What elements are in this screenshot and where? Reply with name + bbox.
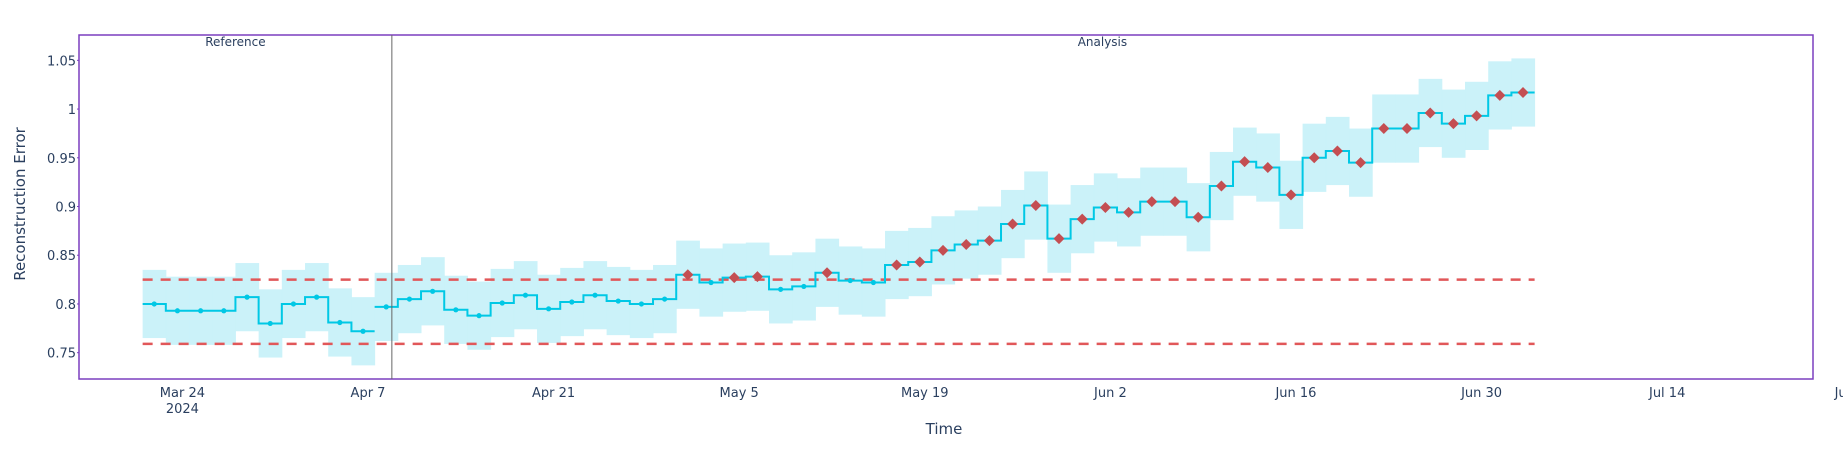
data-point-reference-4 [244, 294, 250, 300]
alert-marker-analysis-46 [1447, 118, 1459, 130]
alert-marker-analysis-48 [1494, 89, 1506, 101]
threshold-lines [142, 278, 1535, 346]
data-point-reference-3 [221, 308, 227, 314]
alert-marker-analysis-22 [891, 259, 903, 271]
period-label-analysis: Analysis [1078, 35, 1127, 49]
alert-marker-analysis-31 [1099, 201, 1111, 213]
data-point-analysis-17 [778, 286, 784, 292]
alert-marker-analysis-30 [1076, 213, 1088, 225]
alert-marker-analysis-49 [1517, 86, 1529, 98]
x-tick-label-7: Jun 30 [1460, 386, 1502, 401]
x-tick-label-3: May 5 [720, 386, 759, 401]
alert-marker-analysis-29 [1053, 233, 1065, 245]
data-point-reference-1 [174, 308, 181, 314]
alert-marker-analysis-16 [751, 271, 763, 283]
alert-marker-analysis-19 [821, 267, 833, 279]
x-tick-label-8: Jul 14 [1648, 386, 1685, 401]
y-tick-label-1: 0.8 [55, 298, 76, 313]
alert-marker-analysis-28 [1030, 200, 1042, 212]
data-point-reference-8 [337, 319, 343, 326]
alert-marker-analysis-15 [728, 272, 740, 284]
data-point-analysis-10 [615, 298, 621, 304]
y-tick-label-3: 0.9 [55, 201, 76, 216]
confidence-bands [142, 58, 1536, 366]
data-point-analysis-4 [476, 313, 482, 319]
data-point-analysis-18 [801, 283, 807, 290]
period-label-reference: Reference [205, 35, 265, 49]
data-point-analysis-5 [499, 300, 505, 306]
data-point-analysis-1 [406, 296, 413, 302]
period-labels: Reference Analysis [205, 35, 1127, 49]
data-point-reference-9 [360, 328, 366, 334]
data-point-reference-5 [267, 320, 273, 327]
alert-marker-analysis-42 [1355, 157, 1367, 169]
data-point-reference-0 [151, 301, 157, 307]
y-tick-label-5: 1 [68, 103, 76, 118]
y-tick-label-2: 0.85 [47, 249, 76, 264]
data-point-analysis-7 [546, 306, 552, 312]
x-tick-label-4: May 19 [901, 386, 949, 401]
x-tick-label-2: Apr 21 [532, 386, 575, 401]
data-point-reference-7 [314, 294, 320, 300]
y-tick-label-6: 1.05 [47, 54, 76, 69]
data-point-analysis-9 [592, 292, 598, 298]
y-tick-label-4: 0.95 [47, 152, 76, 167]
alert-marker-analysis-38 [1262, 162, 1274, 174]
alert-marker-analysis-25 [960, 239, 972, 251]
x-tick-label-5: Jun 2 [1093, 386, 1127, 401]
alert-marker-analysis-36 [1215, 180, 1227, 192]
alert-marker-analysis-34 [1169, 196, 1181, 208]
y-tick-label-0: 0.75 [47, 347, 76, 362]
alert-marker-analysis-26 [983, 235, 995, 247]
x-axis-title: Time [925, 420, 963, 438]
alert-marker-analysis-47 [1471, 110, 1483, 122]
alert-marker-analysis-27 [1007, 218, 1019, 230]
alert-marker-analysis-45 [1424, 107, 1436, 119]
data-point-analysis-11 [638, 301, 645, 307]
x-tick-label-9: Jul 28 [1834, 386, 1843, 401]
alert-marker-analysis-13 [682, 269, 694, 281]
y-axis-ticks: 0.75 0.8 0.85 0.9 0.95 1 1.05 [47, 54, 79, 362]
alert-marker-analysis-23 [914, 256, 926, 268]
alert-marker-analysis-33 [1146, 196, 1158, 208]
alert-marker-analysis-44 [1401, 123, 1413, 135]
data-point-reference-2 [198, 308, 204, 314]
alert-marker-analysis-43 [1378, 123, 1390, 135]
alert-marker-analysis-39 [1285, 189, 1297, 201]
alert-marker-analysis-24 [937, 244, 949, 256]
x-tick-label-0: Mar 24 [160, 386, 205, 401]
alert-marker-analysis-40 [1308, 152, 1320, 164]
data-point-analysis-21 [870, 279, 877, 286]
alert-marker-analysis-32 [1123, 206, 1135, 218]
y-axis-title: Reconstruction Error [11, 126, 29, 280]
x-tick-year-label: 2024 [166, 402, 199, 417]
data-point-analysis-6 [522, 292, 529, 298]
data-point-analysis-14 [708, 279, 714, 286]
data-point-analysis-20 [847, 277, 853, 284]
alert-marker-analysis-35 [1192, 211, 1204, 223]
data-point-analysis-0 [383, 304, 389, 310]
x-tick-label-1: Apr 7 [351, 386, 386, 401]
data-point-analysis-12 [662, 296, 668, 302]
x-tick-label-6: Jun 16 [1274, 386, 1316, 401]
data-point-analysis-8 [569, 299, 575, 305]
alert-marker-analysis-37 [1239, 156, 1251, 168]
series-markers [151, 86, 1529, 334]
alert-marker-analysis-41 [1331, 145, 1343, 157]
data-point-analysis-3 [453, 307, 459, 313]
data-point-reference-6 [290, 301, 297, 307]
data-point-analysis-2 [430, 288, 436, 294]
